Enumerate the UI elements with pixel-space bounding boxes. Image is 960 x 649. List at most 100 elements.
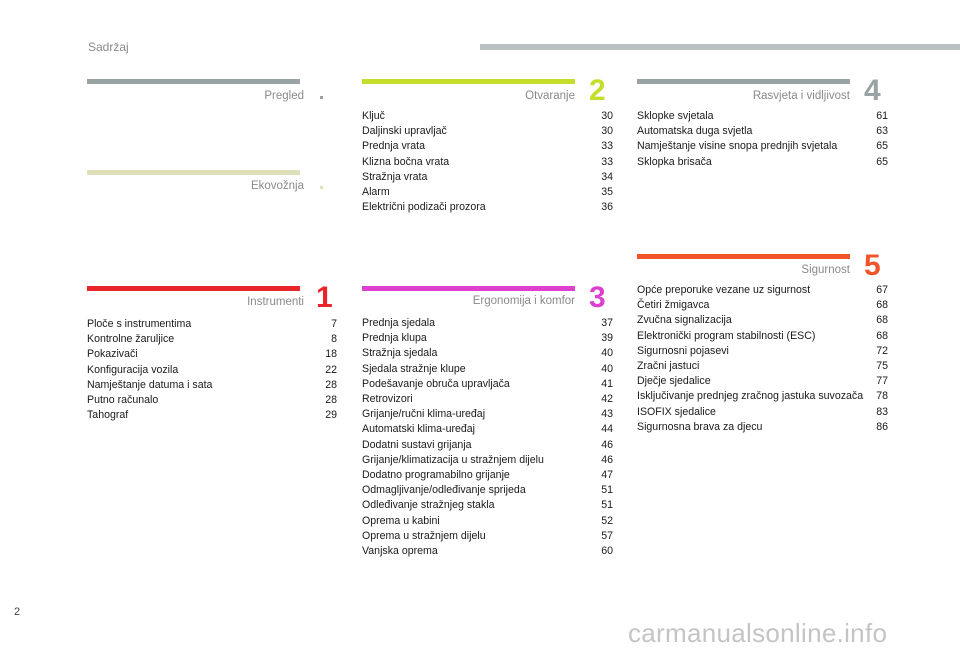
toc-entry[interactable]: Oprema u kabini 52 bbox=[362, 514, 613, 529]
toc-entry-page: 86 bbox=[876, 420, 888, 433]
toc-entry-page: 36 bbox=[601, 201, 613, 214]
toc-entry[interactable]: Prednja klupa 39 bbox=[362, 331, 613, 346]
page-number: 2 bbox=[14, 606, 21, 618]
toc-entry[interactable]: Vanjska oprema 60 bbox=[362, 544, 613, 559]
toc-entry-page: 63 bbox=[876, 125, 888, 138]
toc-entry-page: 8 bbox=[331, 333, 337, 346]
toc-entry[interactable]: Stražnja sjedala 40 bbox=[362, 346, 613, 361]
toc-entry[interactable]: Opće preporuke vezane uz sigurnost 67 bbox=[637, 283, 888, 298]
toc-entry-page: 52 bbox=[601, 514, 613, 527]
toc-entry[interactable]: Prednja sjedala 37 bbox=[362, 316, 613, 331]
toc-entry[interactable]: Dječje sjedalice 77 bbox=[637, 374, 888, 389]
sigurnost-entry-list: Opće preporuke vezane uz sigurnost 67 Četi… bbox=[637, 283, 888, 435]
otvaranje-section-number: 2 bbox=[589, 74, 606, 107]
toc-entry[interactable]: Ključ 30 bbox=[362, 109, 613, 124]
toc-entry[interactable]: Tahograf 29 bbox=[87, 408, 337, 423]
toc-entry-label: Vanjska oprema bbox=[362, 545, 438, 558]
toc-entry[interactable]: Električni podizači prozora 36 bbox=[362, 200, 613, 215]
toc-entry-page: 60 bbox=[601, 545, 613, 558]
toc-entry-page: 51 bbox=[601, 484, 613, 497]
toc-entry-page: 22 bbox=[325, 363, 337, 376]
toc-entry[interactable]: Grijanje/ručni klima-uređaj 43 bbox=[362, 407, 613, 422]
toc-entry[interactable]: Namještanje visine snopa prednjih svjeta… bbox=[637, 139, 888, 154]
pregled-section-bar bbox=[87, 79, 300, 84]
ekovoznja-section-title[interactable]: Ekovožnja bbox=[250, 180, 304, 192]
toc-entry-label: Odmagljivanje/odleđivanje sprijeda bbox=[362, 484, 526, 497]
toc-entry[interactable]: Odmagljivanje/odleđivanje sprijeda 51 bbox=[362, 483, 613, 498]
instrumenti-section-title[interactable]: Instrumenti bbox=[247, 296, 304, 308]
toc-entry[interactable]: Daljinski upravljač 30 bbox=[362, 124, 613, 139]
toc-entry-page: 34 bbox=[601, 170, 613, 183]
toc-entry[interactable]: Sigurnosni pojasevi 72 bbox=[637, 344, 888, 359]
toc-entry-label: Odleđivanje stražnjeg stakla bbox=[362, 499, 495, 512]
toc-entry-label: Automatska duga svjetla bbox=[637, 125, 753, 138]
toc-entry[interactable]: Oprema u stražnjem dijelu 57 bbox=[362, 529, 613, 544]
toc-entry-page: 75 bbox=[876, 360, 888, 373]
toc-entry[interactable]: Stražnja vrata 34 bbox=[362, 170, 613, 185]
toc-entry[interactable]: Sklopka brisača 65 bbox=[637, 155, 888, 170]
toc-entry[interactable]: Isključivanje prednjeg zračnog jastuka s… bbox=[637, 389, 888, 404]
toc-entry-label: Konfiguracija vozila bbox=[87, 363, 179, 376]
toc-entry-page: 68 bbox=[876, 329, 888, 342]
header-divider-bar bbox=[480, 44, 960, 50]
toc-entry[interactable]: Odleđivanje stražnjeg stakla 51 bbox=[362, 498, 613, 513]
toc-entry[interactable]: Konfiguracija vozila 22 bbox=[87, 363, 337, 378]
toc-entry-label: Opće preporuke vezane uz sigurnost bbox=[637, 284, 811, 296]
watermark-text: carmanualsonline.info bbox=[628, 618, 888, 648]
toc-entry-label: Prednja vrata bbox=[362, 140, 426, 153]
toc-entry-label: Stražnja sjedala bbox=[362, 347, 438, 360]
sigurnost-section-title[interactable]: Sigurnost bbox=[801, 264, 850, 276]
toc-entry[interactable]: Podešavanje obruča upravljača 41 bbox=[362, 377, 613, 392]
toc-entry[interactable]: Namještanje datuma i sata 28 bbox=[87, 378, 337, 393]
ekovoznja-section-bar bbox=[87, 170, 300, 175]
toc-entry[interactable]: Putno računalo 28 bbox=[87, 393, 337, 408]
sigurnost-section-number: 5 bbox=[864, 249, 881, 282]
toc-entry[interactable]: Retrovizori 42 bbox=[362, 392, 613, 407]
toc-entry-label: Elektronički program stabilnosti (ESC) bbox=[637, 329, 816, 342]
instrumenti-section-number: 1 bbox=[316, 281, 333, 314]
toc-entry-label: Dodatni sustavi grijanja bbox=[362, 438, 472, 451]
toc-entry[interactable]: Prednja vrata 33 bbox=[362, 139, 613, 154]
toc-entry-page: 33 bbox=[601, 140, 613, 153]
toc-entry[interactable]: ISOFIX sjedalice 83 bbox=[637, 405, 888, 420]
ergonomija-section-title[interactable]: Ergonomija i komfor bbox=[472, 295, 575, 307]
toc-entry[interactable]: Dodatni sustavi grijanja 46 bbox=[362, 438, 613, 453]
toc-entry[interactable]: Automatski klima-uređaj 44 bbox=[362, 422, 613, 437]
toc-entry-label: Namještanje visine snopa prednjih svjeta… bbox=[637, 140, 838, 153]
toc-entry[interactable]: Automatska duga svjetla 63 bbox=[637, 124, 888, 139]
toc-entry-page: 41 bbox=[601, 377, 613, 390]
toc-entry[interactable]: Elektronički program stabilnosti (ESC) 68 bbox=[637, 329, 888, 344]
toc-entry-label: Daljinski upravljač bbox=[362, 125, 447, 138]
toc-entry[interactable]: Sklopke svjetala 61 bbox=[637, 109, 888, 124]
toc-entry[interactable]: Grijanje/klimatizacija u stražnjem dijel… bbox=[362, 453, 613, 468]
otvaranje-entry-list: Ključ 30 Daljinski upravljač 30 Prednja vrat… bbox=[362, 109, 613, 215]
toc-entry[interactable]: Zvučna signalizacija 68 bbox=[637, 313, 888, 328]
toc-entry-page: 30 bbox=[601, 110, 613, 122]
toc-entry-page: 57 bbox=[601, 529, 613, 542]
toc-entry[interactable]: Klizna bočna vrata 33 bbox=[362, 155, 613, 170]
otvaranje-section-title[interactable]: Otvaranje bbox=[525, 90, 575, 102]
toc-entry[interactable]: Zračni jastuci 75 bbox=[637, 359, 888, 374]
toc-entry-page: 46 bbox=[601, 438, 613, 451]
toc-entry[interactable]: Ploče s instrumentima 7 bbox=[87, 317, 337, 332]
ergonomija-section-number: 3 bbox=[589, 281, 606, 314]
toc-entry[interactable]: Pokazivači 18 bbox=[87, 347, 337, 362]
toc-entry[interactable]: Dodatno programabilno grijanje 47 bbox=[362, 468, 613, 483]
toc-entry-page: 35 bbox=[601, 186, 613, 199]
toc-entry[interactable]: Sigurnosna brava za djecu 86 bbox=[637, 420, 888, 435]
toc-entry-page: 51 bbox=[601, 499, 613, 512]
pregled-section-title[interactable]: Pregled bbox=[264, 90, 304, 102]
toc-entry-page: 28 bbox=[325, 378, 337, 391]
page-header-title: Sadržaj bbox=[88, 40, 129, 54]
toc-entry[interactable]: Kontrolne žaruljice 8 bbox=[87, 332, 337, 347]
toc-entry-page: 43 bbox=[601, 408, 613, 421]
toc-entry-label: Podešavanje obruča upravljača bbox=[362, 377, 510, 390]
toc-entry-label: Oprema u kabini bbox=[362, 514, 440, 527]
rasvjeta-section-title[interactable]: Rasvjeta i vidljivost bbox=[752, 90, 850, 102]
toc-entry-label: Ploče s instrumentima bbox=[87, 318, 192, 330]
toc-entry[interactable]: Četiri žmigavca 68 bbox=[637, 298, 888, 313]
toc-entry[interactable]: Alarm 35 bbox=[362, 185, 613, 200]
toc-entry-label: Grijanje/klimatizacija u stražnjem dijel… bbox=[362, 453, 544, 466]
toc-entry[interactable]: Sjedala stražnje klupe 40 bbox=[362, 362, 613, 377]
toc-entry-label: Oprema u stražnjem dijelu bbox=[362, 529, 486, 542]
